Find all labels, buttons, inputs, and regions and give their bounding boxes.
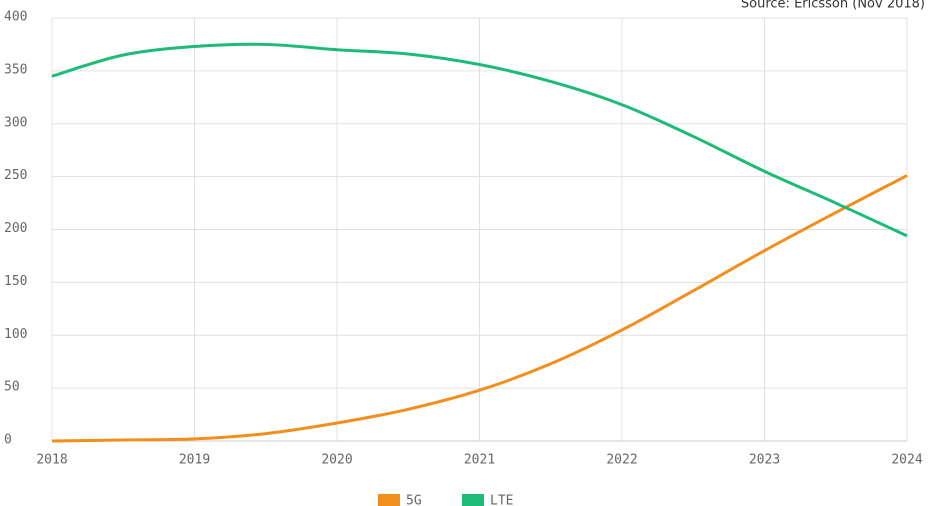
x-tick-label: 2018 bbox=[36, 453, 67, 468]
x-tick-label: 2024 bbox=[891, 453, 922, 468]
y-tick-label: 350 bbox=[4, 62, 27, 77]
y-tick-label: 250 bbox=[4, 168, 27, 183]
x-tick-label: 2020 bbox=[321, 453, 352, 468]
y-tick-label: 100 bbox=[4, 327, 27, 342]
source-note: Source: Ericsson (Nov 2018) bbox=[741, 0, 925, 12]
x-tick-label: 2023 bbox=[749, 453, 780, 468]
y-tick-label: 400 bbox=[4, 10, 27, 25]
x-tick-label: 2022 bbox=[606, 453, 637, 468]
legend-swatch bbox=[462, 494, 484, 506]
y-tick-label: 300 bbox=[4, 115, 27, 130]
y-tick-label: 0 bbox=[4, 433, 12, 448]
legend-label: 5G bbox=[406, 494, 422, 506]
x-tick-label: 2021 bbox=[464, 453, 495, 468]
y-tick-label: 200 bbox=[4, 221, 27, 236]
legend-swatch bbox=[378, 494, 400, 506]
y-tick-label: 50 bbox=[4, 380, 20, 395]
legend-label: LTE bbox=[490, 494, 513, 506]
line-series bbox=[51, 42, 908, 238]
y-tick-label: 150 bbox=[4, 274, 27, 289]
x-tick-label: 2019 bbox=[179, 453, 210, 468]
line-series bbox=[51, 174, 908, 443]
